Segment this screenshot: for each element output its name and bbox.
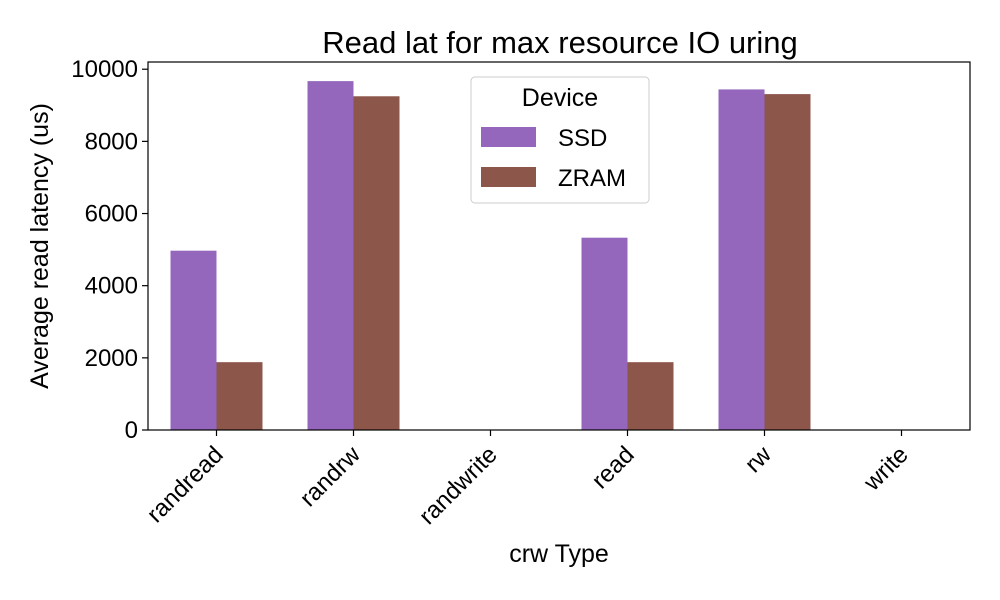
legend-label-ssd: SSD — [558, 125, 607, 152]
bars-group — [170, 81, 811, 431]
y-tick-label: 4000 — [85, 273, 138, 300]
chart-title: Read lat for max resource IO uring — [322, 25, 798, 60]
legend-title: Device — [522, 84, 598, 112]
bar-zram-randread — [216, 362, 263, 430]
x-tick-label-randwrite: randwrite — [414, 441, 503, 530]
y-tick-label: 2000 — [85, 345, 138, 372]
bar-ssd-rw — [718, 89, 765, 430]
x-axis: randread randrw randwrite read rw write — [142, 430, 914, 530]
y-tick-label: 6000 — [85, 201, 138, 228]
legend-swatch-zram — [481, 167, 536, 187]
x-axis-label: crw Type — [509, 540, 609, 568]
y-tick-label: 0 — [125, 417, 138, 444]
bar-ssd-randread — [170, 250, 217, 430]
x-tick-label-write: write — [858, 441, 914, 497]
x-tick-label-read: read — [587, 441, 640, 494]
bar-ssd-randrw — [307, 81, 354, 430]
y-tick-label: 8000 — [85, 128, 138, 155]
plot-frame — [147, 61, 971, 431]
x-tick-label-randread: randread — [142, 441, 229, 528]
y-tick-label: 10000 — [71, 56, 138, 83]
legend-swatch-ssd — [481, 127, 536, 147]
x-tick-label-randrw: randrw — [295, 441, 366, 512]
y-axis: 0 2000 4000 6000 8000 10000 — [71, 56, 148, 444]
y-axis-label: Average read latency (us) — [26, 103, 54, 389]
x-tick-label-rw: rw — [740, 441, 777, 478]
bar-ssd-read — [581, 237, 628, 430]
bar-zram-randrw — [353, 96, 400, 431]
legend: Device SSD ZRAM — [470, 76, 650, 204]
legend-label-zram: ZRAM — [558, 165, 626, 192]
bar-zram-rw — [764, 94, 811, 430]
bar-zram-read — [627, 362, 674, 430]
